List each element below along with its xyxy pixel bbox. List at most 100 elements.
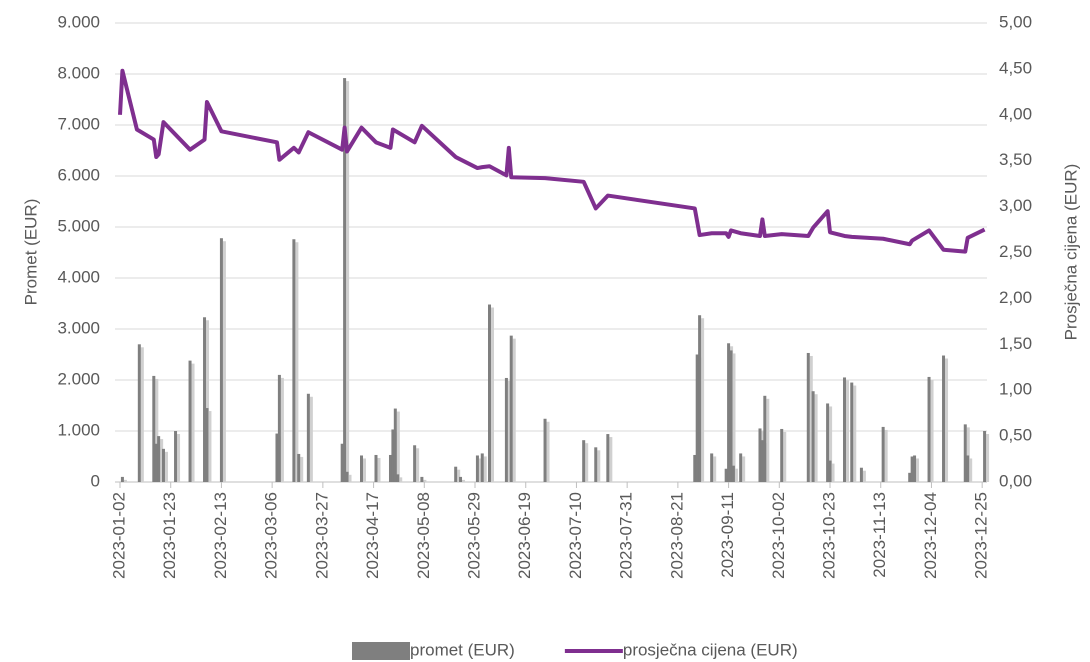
bar — [582, 440, 586, 482]
bar — [345, 471, 349, 482]
bar-shadow — [348, 474, 352, 482]
bar — [780, 428, 784, 482]
bar — [475, 455, 479, 482]
bar — [811, 391, 815, 482]
bar-shadow — [206, 320, 210, 482]
bar — [843, 377, 847, 482]
bar — [297, 453, 301, 482]
bar-shadow — [585, 443, 589, 482]
bar-shadow — [140, 347, 144, 482]
bar — [724, 468, 728, 482]
line — [118, 68, 986, 254]
x-tick-label: 2023-07-31 — [617, 492, 636, 579]
bar — [739, 453, 743, 482]
bar — [927, 376, 931, 482]
bar-shadow — [423, 479, 427, 482]
bar — [908, 472, 912, 482]
x-tick-label: 2023-12-04 — [921, 492, 940, 579]
bar-shadow — [346, 81, 350, 482]
bar — [695, 354, 699, 482]
bar-shadow — [363, 458, 367, 482]
bar-shadow — [829, 406, 833, 482]
bar-shadow — [280, 377, 284, 482]
bar-shadow — [512, 338, 516, 482]
bar-shadow — [462, 479, 466, 482]
bar — [454, 466, 458, 482]
bar — [306, 393, 310, 482]
y-tick-label: 4.000 — [57, 267, 100, 286]
bar — [966, 455, 970, 482]
bar-shadow — [701, 318, 705, 482]
y-tick-label: 2.000 — [57, 369, 100, 388]
y2-tick-label: 2,50 — [999, 242, 1032, 261]
bar — [488, 304, 492, 482]
bar — [806, 352, 810, 482]
y-tick-label: 9.000 — [57, 12, 100, 31]
bar — [174, 431, 178, 482]
bar — [698, 315, 702, 482]
bar-shadow — [416, 448, 420, 482]
x-tick-label: 2023-11-13 — [870, 492, 889, 578]
bar-shadow — [986, 434, 990, 482]
bar-shadow — [399, 477, 403, 482]
y2-tick-label: 1,00 — [999, 380, 1032, 399]
bar — [859, 467, 863, 482]
bar — [594, 447, 598, 482]
y2-tick-label: 4,50 — [999, 58, 1032, 77]
bar-shadow — [609, 437, 613, 482]
bar — [758, 428, 762, 482]
x-tick-label: 2023-04-17 — [363, 492, 382, 579]
bar — [277, 374, 281, 482]
bar — [137, 344, 141, 482]
bar — [727, 343, 731, 482]
bar-shadow — [123, 479, 127, 482]
bar — [188, 360, 192, 482]
x-tick-label: 2023-01-02 — [109, 492, 128, 579]
bar-shadow — [930, 379, 934, 482]
bar-shadow — [295, 242, 299, 482]
y2-tick-label: 0,50 — [999, 426, 1032, 445]
bar — [413, 445, 417, 482]
bar — [729, 350, 733, 482]
bar — [963, 424, 967, 482]
y-axis-title: Promet (EUR) — [21, 199, 40, 306]
bar — [275, 433, 279, 482]
y-tick-label: 1.000 — [57, 420, 100, 439]
x-tick-label: 2023-09-11 — [718, 492, 737, 578]
bar — [910, 456, 914, 482]
bar — [760, 440, 764, 482]
bar — [828, 460, 832, 482]
bar — [205, 408, 209, 482]
bar-shadow — [491, 307, 495, 482]
bar-shadow — [222, 241, 226, 482]
bar — [509, 335, 513, 482]
bar-shadow — [177, 434, 181, 482]
bar — [391, 429, 395, 482]
x-tick-label: 2023-05-29 — [464, 492, 483, 579]
bar — [942, 355, 946, 482]
legend-label: promet (EUR) — [410, 640, 515, 659]
y2-tick-label: 3,00 — [999, 196, 1032, 215]
bar — [120, 476, 124, 482]
bar-shadow — [208, 411, 212, 482]
bar — [388, 454, 392, 482]
x-tick-label: 2023-07-10 — [566, 492, 585, 579]
legend-label: prosječna cijena (EUR) — [623, 640, 798, 659]
y-tick-label: 0 — [91, 471, 100, 490]
bar-shadow — [945, 358, 949, 482]
bar-shadow — [884, 429, 888, 482]
bar-shadow — [713, 456, 717, 482]
bar — [731, 465, 735, 482]
bar — [154, 443, 158, 482]
bar-shadow — [457, 469, 461, 482]
x-tick-label: 2023-03-06 — [262, 492, 281, 579]
bar — [374, 454, 378, 482]
x-tick-label: 2023-06-19 — [515, 492, 534, 579]
bar-shadow — [164, 451, 168, 482]
bar — [504, 377, 508, 482]
bar — [152, 375, 156, 482]
bar-shadow — [783, 431, 787, 482]
bar-shadow — [853, 385, 857, 482]
x-tick-label: 2023-12-25 — [972, 492, 991, 579]
bar-shadow — [309, 396, 313, 482]
